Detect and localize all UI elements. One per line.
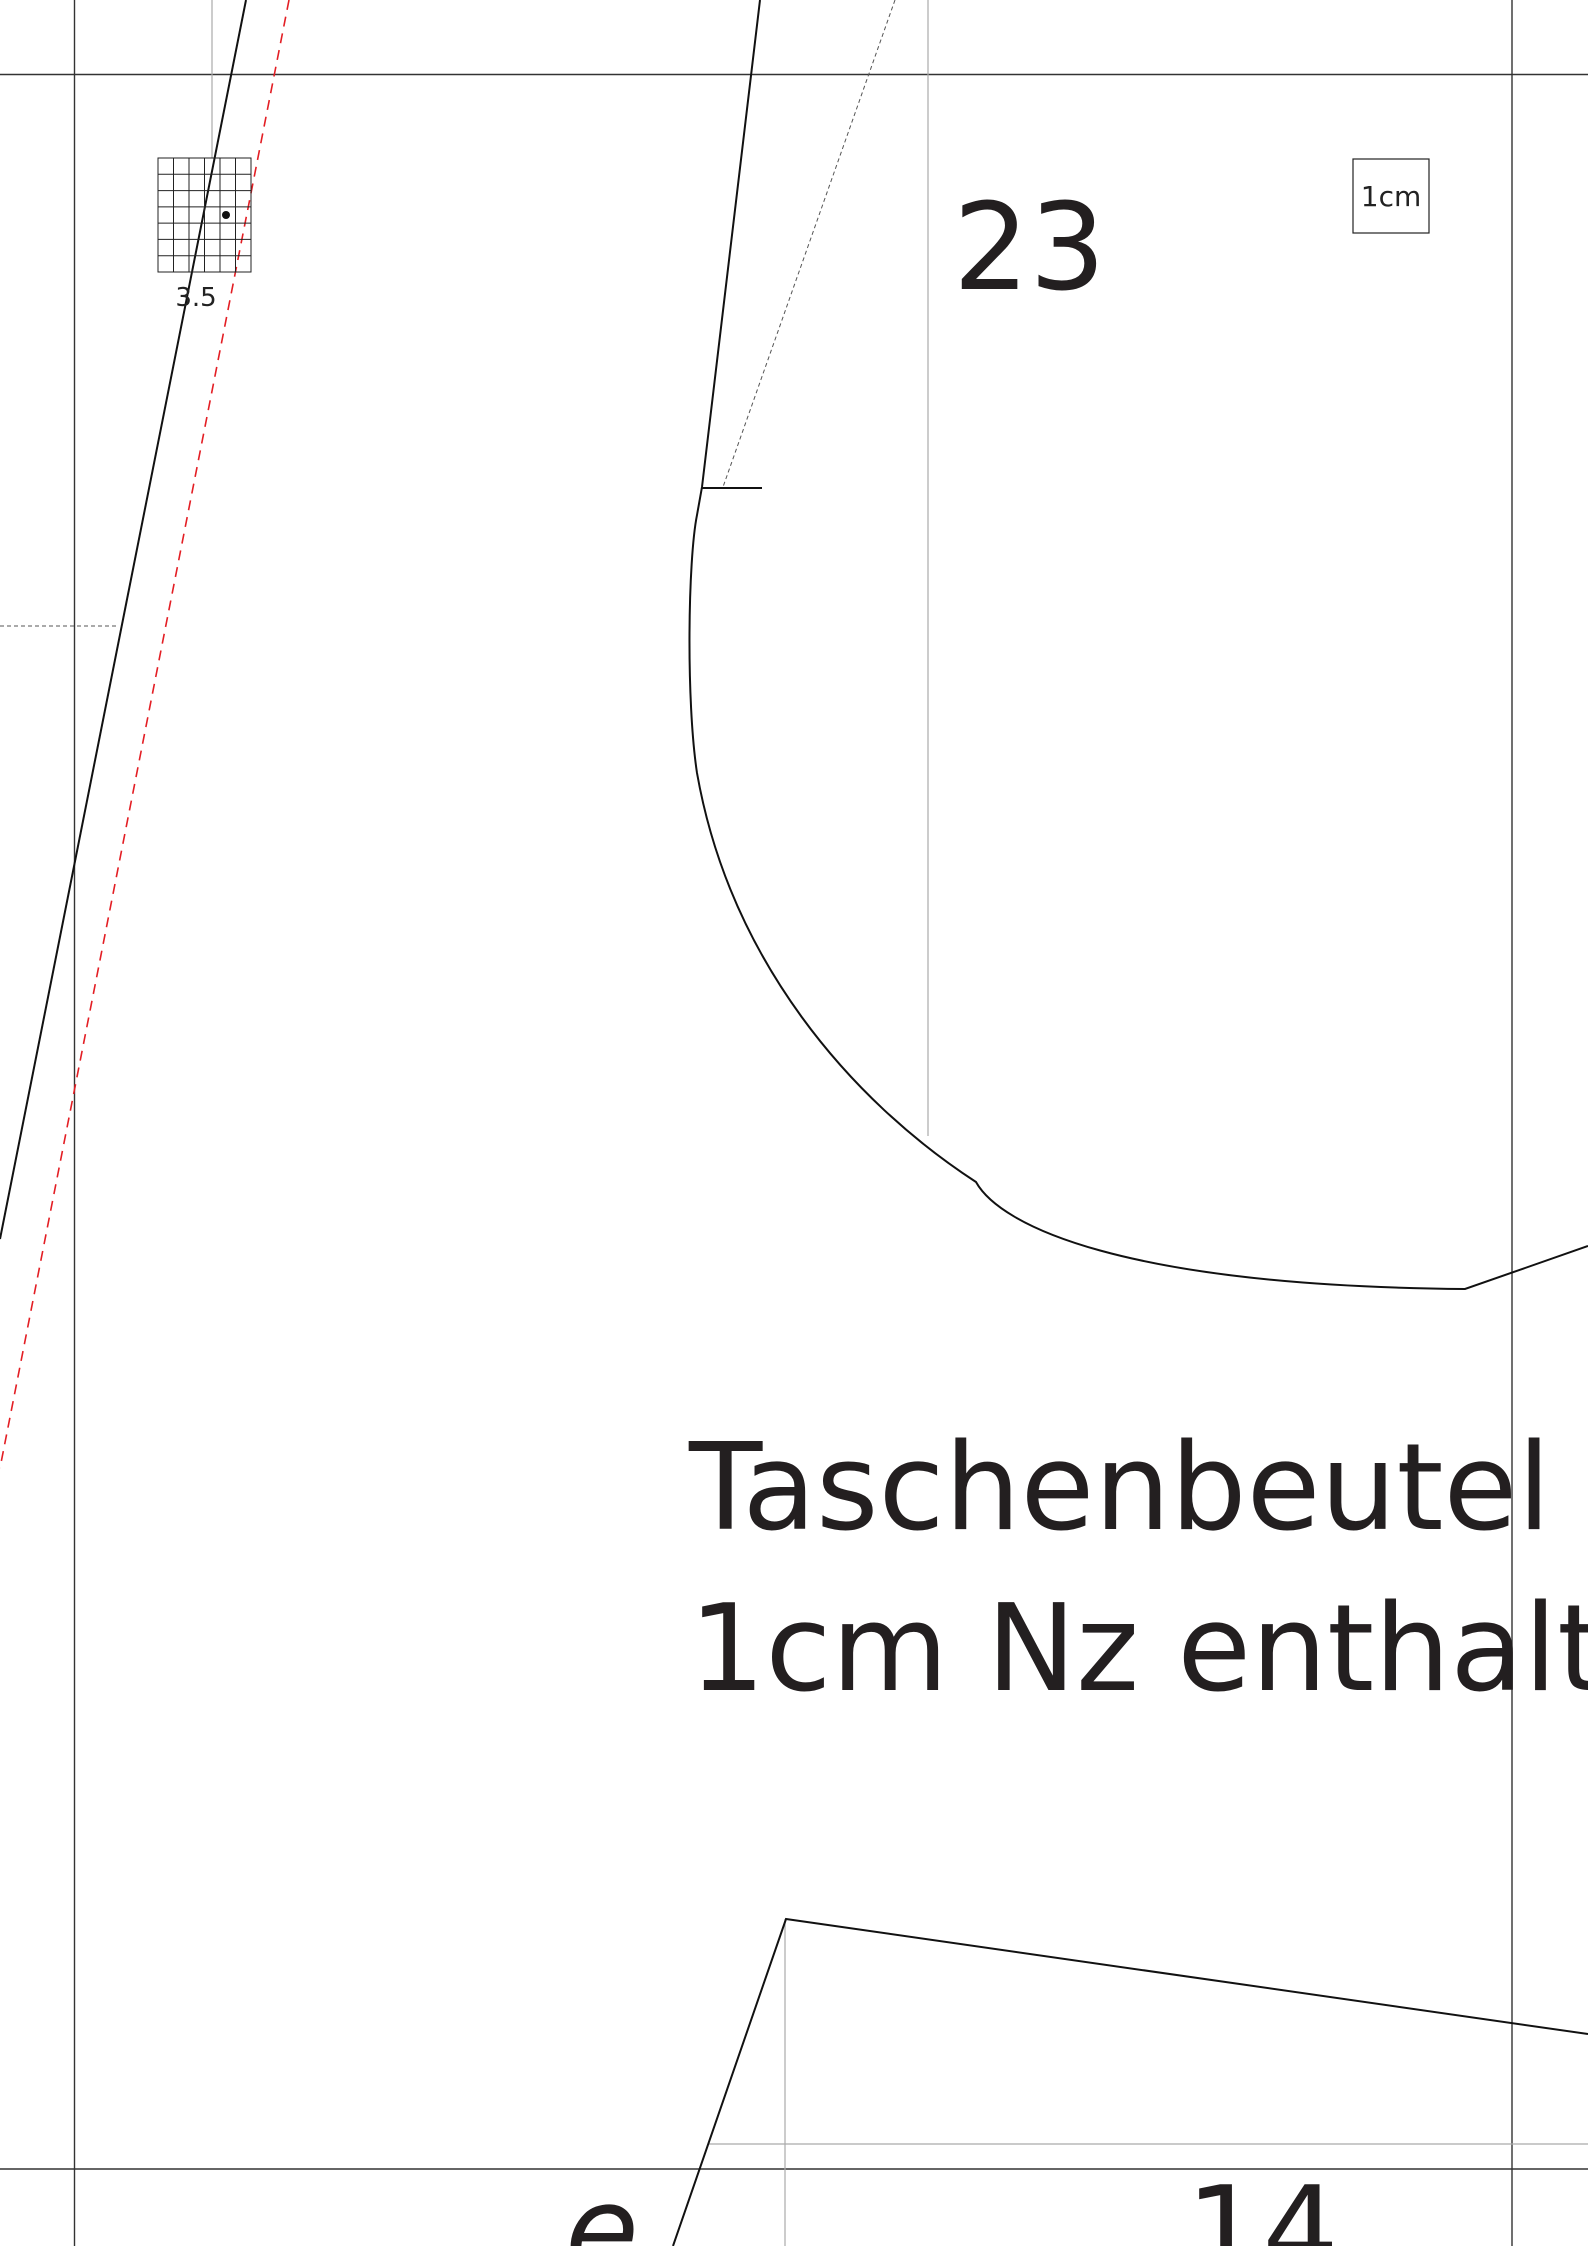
scale-box: [1352, 158, 1430, 234]
label-fragment: e: [565, 2162, 639, 2246]
pocket-outline: [688, 0, 1588, 1291]
next-page-number: 14: [1186, 2162, 1339, 2246]
piece-title: Taschenbeutel: [688, 1419, 1551, 1558]
piece-note: 1cm Nz enthalten: [689, 1580, 1588, 1719]
piece-outline: [672, 1917, 1588, 2246]
alignment-grid: [157, 157, 252, 273]
seam-line: [0, 0, 290, 1469]
grid-label: 3.5: [175, 283, 216, 313]
dashed-guide: [722, 0, 896, 488]
grid-dot: [222, 211, 230, 219]
page-number: 23: [953, 179, 1106, 318]
scale-label: 1cm: [1361, 180, 1421, 213]
